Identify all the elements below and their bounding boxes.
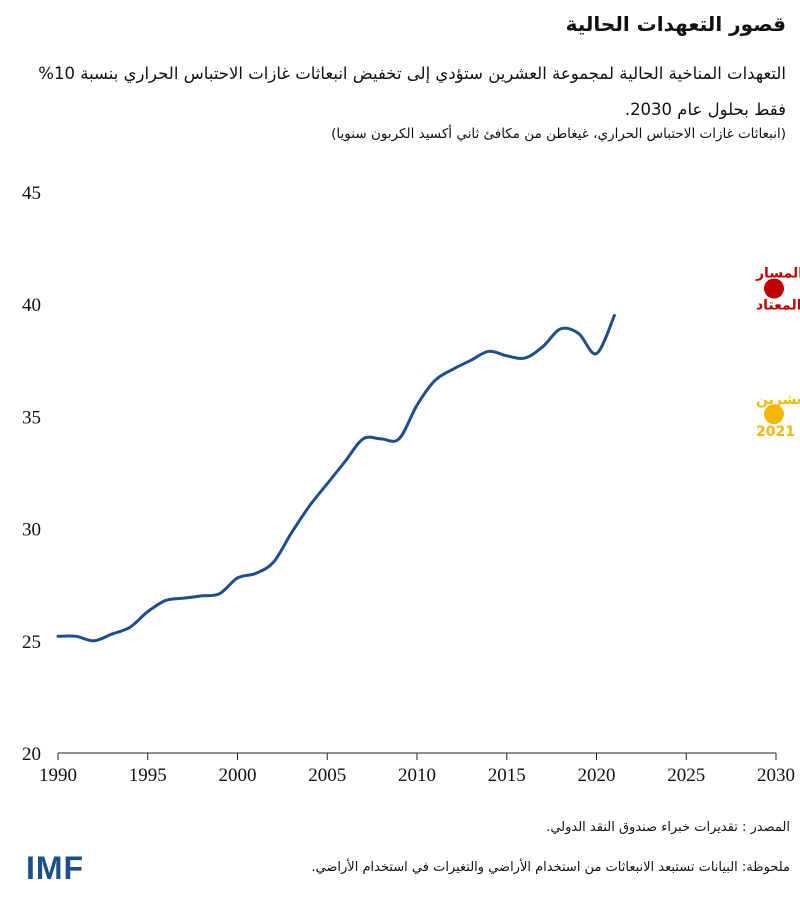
y-tick-label-25: 25 — [22, 632, 41, 653]
data-point-1991 — [75, 635, 77, 637]
data-point-1994 — [129, 626, 131, 628]
chart-subtitle: التعهدات المناخية الحالية لمجموعة العشري… — [38, 64, 786, 119]
x-tick-label-2025: 2025 — [667, 765, 705, 786]
emissions-line — [56, 313, 616, 643]
series-points — [57, 314, 616, 642]
chart-title: قصور التعهدات الحالية — [565, 12, 786, 36]
x-tick-label-2005: 2005 — [308, 765, 346, 786]
data-point-1990 — [57, 635, 59, 637]
data-point-2009 — [398, 438, 400, 440]
y-tick-label-30: 30 — [22, 520, 41, 541]
data-point-2008 — [380, 438, 382, 440]
data-point-2019 — [577, 332, 579, 334]
y-tick-label-20: 20 — [22, 744, 41, 765]
data-point-1999 — [218, 592, 220, 594]
x-tick-label-2015: 2015 — [488, 765, 526, 786]
data-point-2020 — [595, 352, 597, 354]
data-point-2005 — [326, 483, 328, 485]
data-point-2013 — [470, 359, 472, 361]
data-point-2002 — [272, 561, 274, 563]
data-point-1998 — [200, 595, 202, 597]
data-point-2016 — [524, 357, 526, 359]
marker-label-business-as-usual-1: المسار — [755, 265, 800, 281]
data-point-2003 — [290, 532, 292, 534]
x-tick-label-1995: 1995 — [129, 765, 167, 786]
y-tick-label-40: 40 — [22, 295, 41, 316]
marker-dot-business-as-usual — [764, 278, 784, 299]
data-point-2004 — [308, 505, 310, 507]
marker-label-business-as-usual-2: المعتاد — [756, 297, 800, 313]
y-tick-label-45: 45 — [22, 183, 41, 204]
data-point-2011 — [434, 379, 436, 381]
marker-label-g20-ndc-1: مساهمات مجموعة العشرين — [756, 392, 800, 408]
x-tick-label-2000: 2000 — [219, 765, 257, 786]
data-point-2018 — [559, 328, 561, 330]
data-point-2021 — [613, 314, 615, 316]
data-point-1995 — [147, 610, 149, 612]
data-point-2006 — [344, 460, 346, 462]
data-point-2015 — [506, 355, 508, 357]
data-point-2014 — [488, 350, 490, 352]
y-axis: 20 25 30 35 40 45 — [22, 183, 41, 765]
unit-label: (انبعاثات غازات الاحتباس الحراري، غيغاطن… — [331, 126, 786, 142]
source-note: المصدر : تقديرات خبراء صندوق النقد الدول… — [546, 820, 790, 835]
data-point-2000 — [236, 577, 238, 579]
projection-markers: المسار المعتاد مساهمات مجموعة العشرين المحد… — [755, 265, 800, 440]
marker-dot-g20-ndc — [764, 404, 784, 425]
data-point-2012 — [452, 368, 454, 370]
data-point-1996 — [165, 599, 167, 601]
x-axis: 1990 1995 2000 2005 2010 2015 2020 2025 2030 — [39, 753, 795, 786]
data-point-2017 — [541, 346, 543, 348]
x-tick-label-2030: 2030 — [757, 765, 795, 786]
imf-logo: IMF — [26, 850, 85, 886]
data-point-2010 — [416, 404, 418, 406]
data-point-2007 — [362, 438, 364, 440]
x-tick-label-1990: 1990 — [39, 765, 77, 786]
y-tick-label-35: 35 — [22, 407, 41, 428]
data-point-1997 — [182, 597, 184, 599]
data-point-1993 — [111, 633, 113, 635]
data-point-2001 — [254, 572, 256, 574]
x-tick-label-2010: 2010 — [398, 765, 436, 786]
x-tick-label-2020: 2020 — [578, 765, 616, 786]
footnote: ملحوظة: البيانات تستبعد الانبعاثات من اس… — [311, 860, 790, 875]
data-point-1992 — [93, 640, 95, 642]
